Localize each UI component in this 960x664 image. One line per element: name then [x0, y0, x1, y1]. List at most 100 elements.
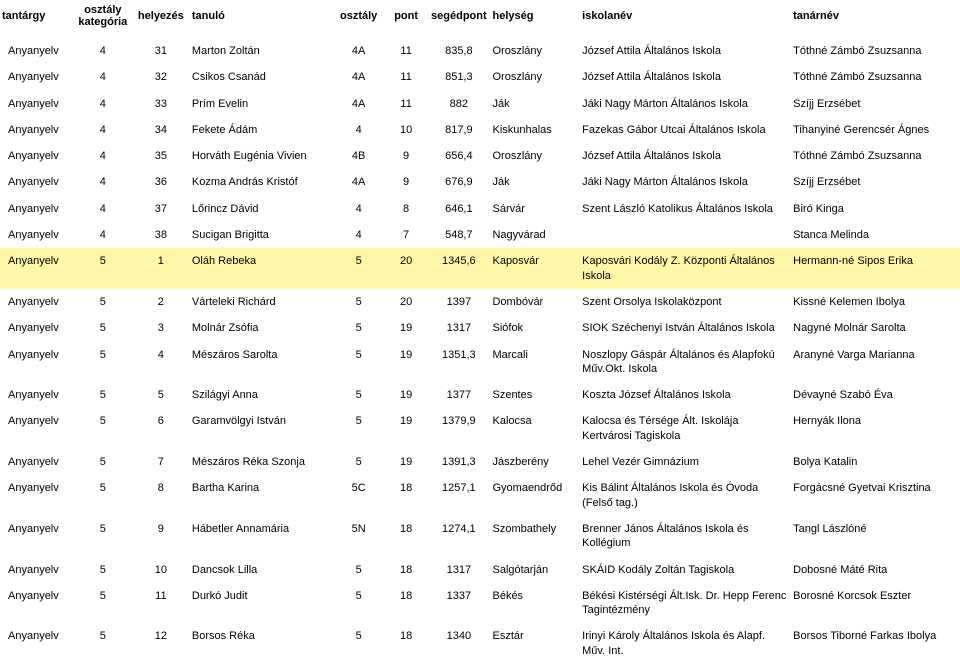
cell-osztaly: 4: [332, 222, 385, 248]
header-tanar: tanárnév: [791, 0, 960, 38]
cell-osztaly: 5: [332, 583, 385, 624]
cell-tanar: Tóthné Zámbó Zsuzsanna: [791, 38, 960, 64]
cell-segedpont: 1379,9: [427, 408, 490, 449]
cell-pont: 9: [385, 143, 427, 169]
cell-helyseg: Nagyvárad: [490, 222, 580, 248]
table-row: Anyanyelv431Marton Zoltán4A11835,8Oroszl…: [0, 38, 960, 64]
cell-helyezes: 34: [132, 117, 190, 143]
header-row: tantárgy osztály kategória helyezés tanu…: [0, 0, 960, 38]
cell-tanulo: Lőrincz Dávid: [190, 196, 332, 222]
cell-pont: 18: [385, 516, 427, 557]
cell-tanar: Dévayné Szabó Éva: [791, 382, 960, 408]
cell-kategoria: 5: [74, 342, 132, 383]
cell-osztaly: 5: [332, 342, 385, 383]
cell-pont: 19: [385, 408, 427, 449]
cell-tanulo: Csikos Csanád: [190, 64, 332, 90]
cell-pont: 19: [385, 315, 427, 341]
cell-tantargy: Anyanyelv: [0, 169, 74, 195]
cell-pont: 18: [385, 583, 427, 624]
cell-helyseg: Gyomaendrőd: [490, 475, 580, 516]
cell-helyseg: Szombathely: [490, 516, 580, 557]
cell-tantargy: Anyanyelv: [0, 248, 74, 289]
cell-tanar: Dobosné Máté Rita: [791, 557, 960, 583]
cell-tanulo: Prím Evelin: [190, 91, 332, 117]
cell-helyseg: Ják: [490, 91, 580, 117]
table-row: Anyanyelv59Hábetler Annamária5N181274,1S…: [0, 516, 960, 557]
header-kategoria: osztály kategória: [74, 0, 132, 38]
cell-iskola: József Attila Általános Iskola: [580, 143, 791, 169]
table-row: Anyanyelv433Prím Evelin4A11882JákJáki Na…: [0, 91, 960, 117]
cell-helyseg: Salgótarján: [490, 557, 580, 583]
cell-osztaly: 5: [332, 623, 385, 664]
cell-pont: 11: [385, 91, 427, 117]
cell-segedpont: 851,3: [427, 64, 490, 90]
cell-helyseg: Békés: [490, 583, 580, 624]
cell-iskola: SKÁID Kodály Zoltán Tagiskola: [580, 557, 791, 583]
cell-pont: 7: [385, 222, 427, 248]
cell-iskola: Békési Kistérségi Ált.Isk. Dr. Hepp Fere…: [580, 583, 791, 624]
cell-pont: 19: [385, 382, 427, 408]
cell-tantargy: Anyanyelv: [0, 475, 74, 516]
cell-iskola: [580, 222, 791, 248]
cell-tanulo: Fekete Ádám: [190, 117, 332, 143]
cell-segedpont: 1351,3: [427, 342, 490, 383]
cell-tanulo: Molnár Zsófia: [190, 315, 332, 341]
header-helyezes: helyezés: [132, 0, 190, 38]
cell-tanar: Aranyné Varga Marianna: [791, 342, 960, 383]
cell-helyezes: 12: [132, 623, 190, 664]
table-row: Anyanyelv510Dancsok Lilla5181317Salgótar…: [0, 557, 960, 583]
cell-tantargy: Anyanyelv: [0, 382, 74, 408]
cell-pont: 8: [385, 196, 427, 222]
cell-kategoria: 5: [74, 475, 132, 516]
cell-iskola: Noszlopy Gáspár Általános és Alapfokú Mű…: [580, 342, 791, 383]
cell-pont: 18: [385, 557, 427, 583]
cell-tantargy: Anyanyelv: [0, 583, 74, 624]
cell-tanar: Tóthné Zámbó Zsuzsanna: [791, 143, 960, 169]
cell-segedpont: 817,9: [427, 117, 490, 143]
header-helyseg: helység: [490, 0, 580, 38]
cell-osztaly: 5: [332, 408, 385, 449]
cell-helyseg: Ják: [490, 169, 580, 195]
cell-kategoria: 5: [74, 289, 132, 315]
table-row: Anyanyelv54Mészáros Sarolta5191351,3Marc…: [0, 342, 960, 383]
table-row: Anyanyelv57Mészáros Réka Szonja5191391,3…: [0, 449, 960, 475]
cell-kategoria: 4: [74, 117, 132, 143]
cell-osztaly: 5: [332, 382, 385, 408]
cell-tanar: Szíjj Erzsébet: [791, 169, 960, 195]
header-iskola: iskolanév: [580, 0, 791, 38]
cell-helyezes: 31: [132, 38, 190, 64]
cell-tanulo: Várteleki Richárd: [190, 289, 332, 315]
table-row: Anyanyelv434Fekete Ádám410817,9Kiskunhal…: [0, 117, 960, 143]
header-tantargy: tantárgy: [0, 0, 74, 38]
cell-tanulo: Mészáros Sarolta: [190, 342, 332, 383]
cell-tantargy: Anyanyelv: [0, 196, 74, 222]
table-body: Anyanyelv431Marton Zoltán4A11835,8Oroszl…: [0, 38, 960, 664]
cell-helyseg: Marcali: [490, 342, 580, 383]
cell-osztaly: 5C: [332, 475, 385, 516]
cell-iskola: Irinyi Károly Általános Iskola és Alapf.…: [580, 623, 791, 664]
cell-helyezes: 38: [132, 222, 190, 248]
cell-pont: 19: [385, 342, 427, 383]
table-row: Anyanyelv437Lőrincz Dávid48646,1SárvárSz…: [0, 196, 960, 222]
cell-kategoria: 5: [74, 315, 132, 341]
cell-segedpont: 1317: [427, 315, 490, 341]
cell-tanulo: Bartha Karina: [190, 475, 332, 516]
cell-tantargy: Anyanyelv: [0, 342, 74, 383]
cell-osztaly: 5: [332, 248, 385, 289]
cell-kategoria: 5: [74, 516, 132, 557]
cell-tanulo: Borsos Réka: [190, 623, 332, 664]
cell-pont: 11: [385, 64, 427, 90]
cell-iskola: Brenner János Általános Iskola és Kollég…: [580, 516, 791, 557]
cell-tantargy: Anyanyelv: [0, 143, 74, 169]
cell-tantargy: Anyanyelv: [0, 557, 74, 583]
cell-tanulo: Sucigan Brigitta: [190, 222, 332, 248]
results-table: tantárgy osztály kategória helyezés tanu…: [0, 0, 960, 664]
cell-helyezes: 7: [132, 449, 190, 475]
cell-segedpont: 656,4: [427, 143, 490, 169]
cell-iskola: SIOK Széchenyi István Általános Iskola: [580, 315, 791, 341]
cell-tantargy: Anyanyelv: [0, 64, 74, 90]
cell-iskola: Fazekas Gábor Utcai Általános Iskola: [580, 117, 791, 143]
cell-helyezes: 4: [132, 342, 190, 383]
cell-tanulo: Horváth Eugénia Vivien: [190, 143, 332, 169]
cell-helyezes: 35: [132, 143, 190, 169]
